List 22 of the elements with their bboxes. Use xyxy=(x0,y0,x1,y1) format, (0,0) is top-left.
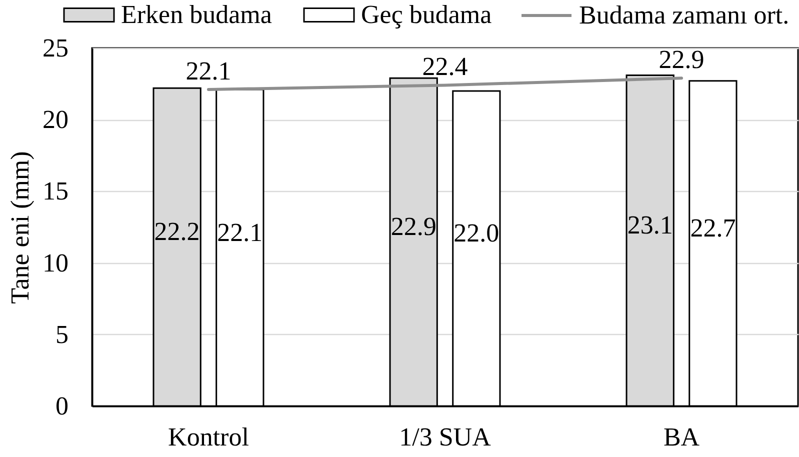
x-tick-label: 1/3 SUA xyxy=(399,422,492,452)
data-label: 22.0 xyxy=(454,218,500,248)
data-label: 22.9 xyxy=(390,212,436,242)
y-axis-title: Tane eni (mm) xyxy=(6,151,34,304)
y-tick-label: 25 xyxy=(42,34,68,62)
data-label: 22.4 xyxy=(422,52,468,82)
data-label: 22.1 xyxy=(186,56,232,86)
y-tick-label: 20 xyxy=(42,105,68,134)
data-label: 22.1 xyxy=(217,218,263,247)
x-tick-label: Kontrol xyxy=(168,422,249,452)
x-tick-label: BA xyxy=(663,422,700,452)
data-label: 22.2 xyxy=(154,217,200,246)
y-tick-label: 5 xyxy=(56,320,68,349)
legend-label: Budama zamanı ort. xyxy=(579,0,790,30)
data-label: 22.7 xyxy=(690,213,736,242)
legend-label: Geç budama xyxy=(361,0,492,29)
y-tick-label: 15 xyxy=(42,176,68,206)
y-tick-label: 10 xyxy=(42,248,68,278)
data-label: 23.1 xyxy=(627,210,673,240)
y-tick-label: 0 xyxy=(56,392,68,420)
legend-label: Erken budama xyxy=(121,0,272,29)
data-label: 22.9 xyxy=(658,45,704,74)
